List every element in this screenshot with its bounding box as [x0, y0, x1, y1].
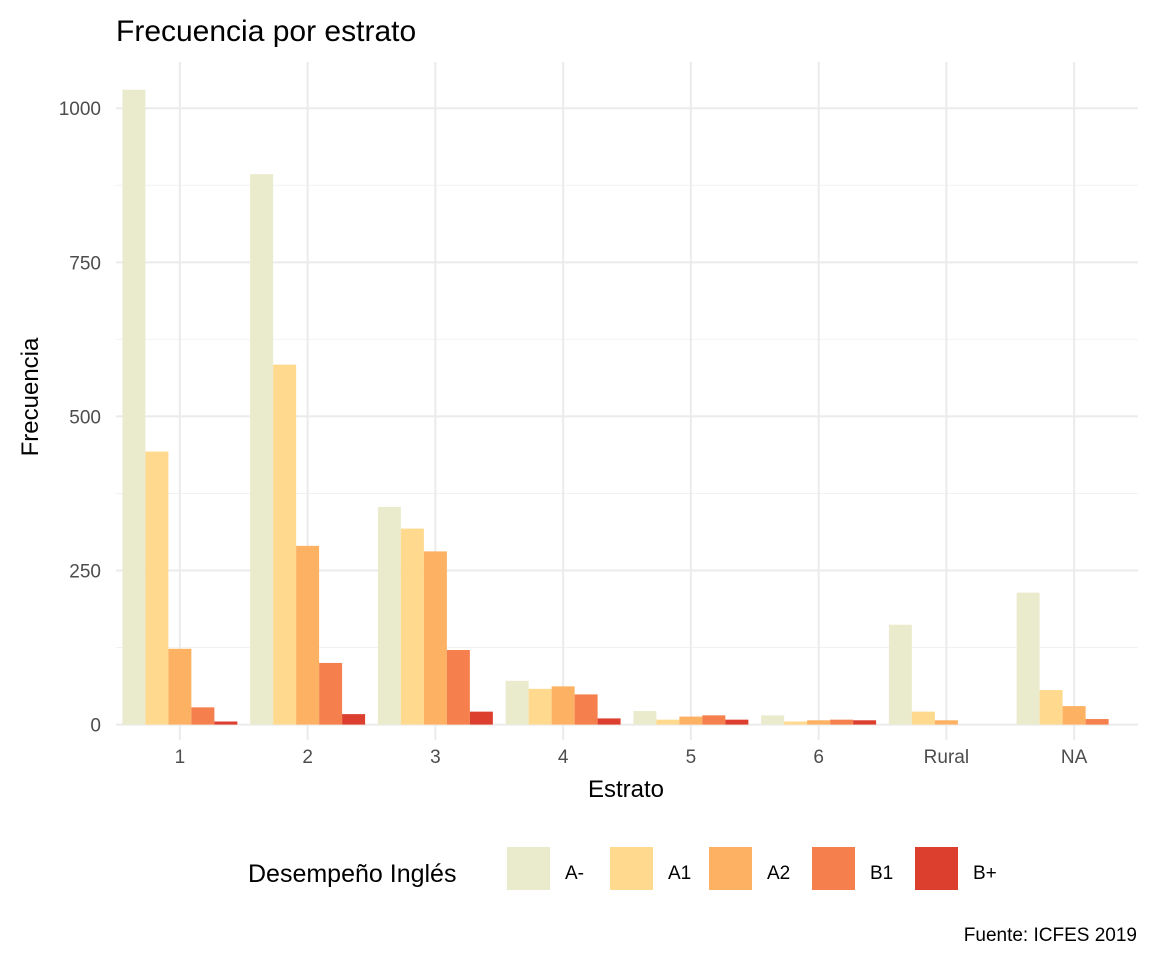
bar [679, 716, 703, 725]
bar [122, 89, 146, 725]
legend-label: B1 [870, 863, 893, 884]
bar [319, 662, 343, 725]
bar [250, 174, 274, 725]
y-tick-label: 500 [69, 407, 101, 428]
y-tick-label: 250 [69, 562, 101, 583]
bar [528, 688, 552, 725]
x-tick-label: 6 [813, 747, 824, 768]
x-tick-label: NA [1061, 747, 1088, 768]
chart-title: Frecuencia por estrato [116, 15, 416, 48]
bar [551, 686, 575, 725]
y-axis-title: Frecuencia [17, 337, 44, 456]
bar [784, 721, 808, 725]
bar [656, 719, 680, 725]
bar [702, 715, 726, 725]
bar [505, 680, 529, 725]
tick-labels: 0 250 500 750 1000 1 2 3 4 5 6 Rural NA [59, 99, 1088, 768]
bar [446, 650, 470, 725]
bar [574, 694, 598, 725]
bar [633, 711, 657, 725]
x-tick-label: 2 [302, 747, 313, 768]
bar [377, 507, 401, 725]
bar [830, 719, 854, 725]
bar [273, 364, 297, 725]
bar [934, 720, 958, 725]
bar [342, 714, 366, 725]
x-tick-label: 4 [558, 747, 569, 768]
bar [1039, 690, 1063, 725]
bar [168, 648, 192, 725]
legend-key [610, 847, 653, 890]
bar [1085, 719, 1109, 725]
y-tick-label: 1000 [59, 99, 101, 120]
legend-title: Desempeño Inglés [248, 860, 456, 888]
bar [725, 719, 749, 725]
bar [1016, 592, 1040, 725]
legend-label: A- [565, 863, 584, 884]
bar [911, 711, 935, 725]
bar [807, 720, 831, 725]
y-tick-label: 0 [90, 716, 101, 737]
bar [145, 451, 169, 725]
bar [1062, 706, 1086, 725]
bar [214, 721, 238, 725]
y-tick-label: 750 [69, 253, 101, 274]
bar [597, 718, 621, 725]
x-tick-label: 5 [686, 747, 697, 768]
bar [853, 720, 877, 725]
legend-key [709, 847, 752, 890]
x-tick-label: Rural [924, 747, 969, 768]
bar [469, 711, 493, 725]
legend-label: A1 [668, 863, 691, 884]
legend-label: B+ [973, 863, 997, 884]
x-tick-label: 3 [430, 747, 441, 768]
bars [122, 89, 1109, 725]
bar [761, 715, 785, 725]
legend: Desempeño Inglés A- A1 A2 B1 B+ [248, 847, 997, 890]
bar [191, 707, 215, 725]
bar [888, 624, 912, 725]
x-tick-label: 1 [175, 747, 186, 768]
legend-key [507, 847, 550, 890]
legend-key [812, 847, 855, 890]
legend-label: A2 [767, 863, 790, 884]
legend-key [915, 847, 958, 890]
x-axis-title: Estrato [588, 776, 664, 803]
chart-caption: Fuente: ICFES 2019 [964, 925, 1137, 946]
bar [400, 528, 424, 725]
bar [423, 551, 447, 725]
bar [296, 545, 320, 725]
